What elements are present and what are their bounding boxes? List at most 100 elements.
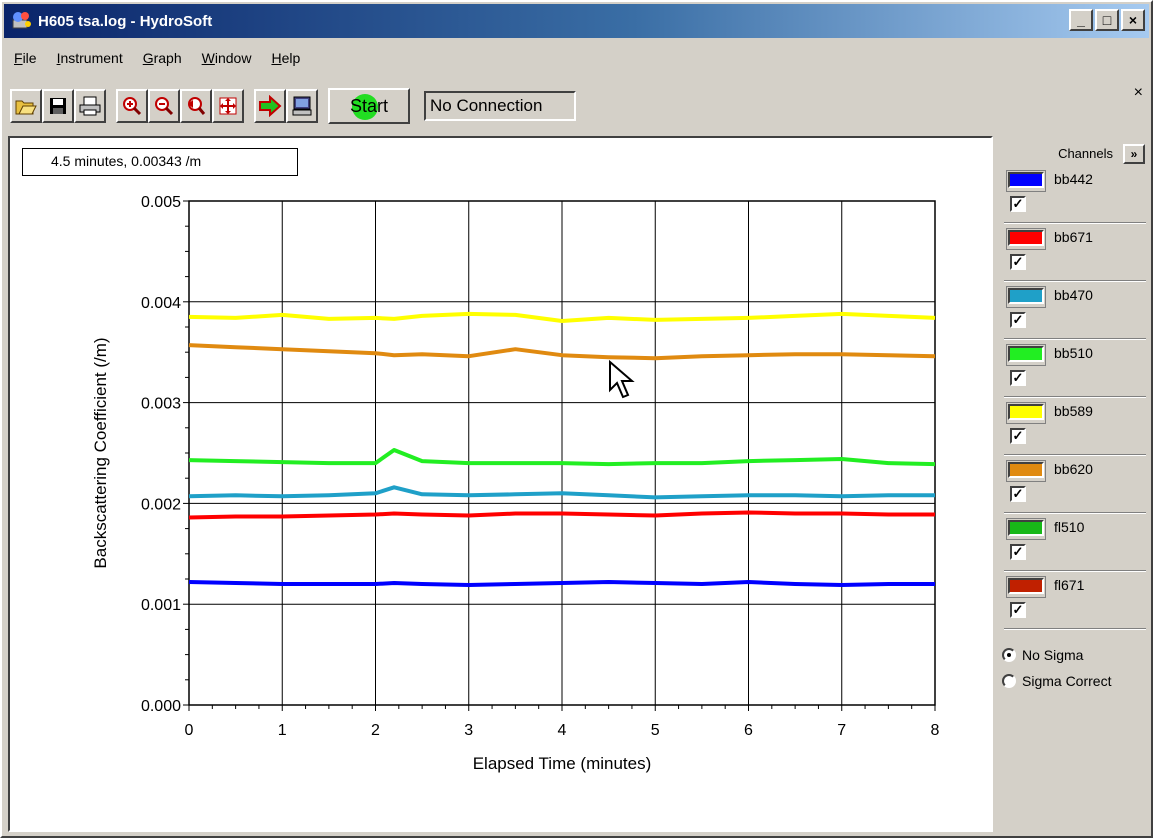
- save-button[interactable]: [42, 89, 74, 123]
- minimize-icon: _: [1077, 12, 1085, 28]
- menu-accel: F: [14, 50, 23, 66]
- series-bb589: [188, 311, 936, 323]
- channel-row: fl671 ✓: [1004, 574, 1146, 630]
- title-bar[interactable]: H605 tsa.log - HydroSoft _ □ ×: [4, 4, 1149, 38]
- menu-label: ile: [22, 50, 37, 66]
- plot-frame: [188, 200, 936, 706]
- start-label: Start: [349, 95, 388, 116]
- channel-visible-checkbox[interactable]: ✓: [1010, 544, 1026, 560]
- no-sigma-option[interactable]: No Sigma: [1002, 644, 1083, 666]
- sigma-correct-option[interactable]: Sigma Correct: [1002, 670, 1111, 692]
- no-sigma-radio[interactable]: [1002, 648, 1016, 662]
- close-icon: ×: [1128, 12, 1138, 28]
- channel-color-swatch: [1008, 288, 1044, 304]
- minimize-button[interactable]: _: [1069, 9, 1093, 31]
- sigma-correct-radio[interactable]: [1002, 674, 1016, 688]
- y-tick-label: 0.002: [141, 496, 181, 513]
- x-tick-label: 4: [558, 722, 567, 739]
- channel-visible-checkbox[interactable]: ✓: [1010, 428, 1026, 444]
- channel-color-button[interactable]: [1006, 402, 1046, 424]
- connect-button[interactable]: [254, 89, 286, 123]
- channel-name: bb442: [1054, 171, 1093, 187]
- menu-instrument[interactable]: Instrument: [47, 48, 133, 74]
- menu-window[interactable]: Window: [192, 48, 262, 74]
- print-button[interactable]: [74, 89, 106, 123]
- menu-label: elp: [281, 50, 301, 66]
- open-folder-icon: [15, 100, 37, 115]
- channel-name: fl510: [1054, 519, 1085, 535]
- x-tick-label: 8: [931, 722, 940, 739]
- channel-color-button[interactable]: [1006, 518, 1046, 540]
- channel-row: bb442 ✓: [1004, 168, 1146, 224]
- printer-icon: [79, 96, 101, 116]
- menu-help[interactable]: Help: [261, 48, 310, 74]
- channel-divider: [1004, 454, 1146, 456]
- zoom-in-icon: [123, 97, 142, 116]
- channel-visible-checkbox[interactable]: ✓: [1010, 486, 1026, 502]
- channel-visible-checkbox[interactable]: ✓: [1010, 196, 1026, 212]
- channel-visible-checkbox[interactable]: ✓: [1010, 312, 1026, 328]
- menu-accel: H: [271, 50, 282, 66]
- menu-accel: W: [201, 50, 215, 66]
- instrument-button[interactable]: [286, 89, 318, 123]
- panel-close-icon[interactable]: ×: [1133, 84, 1143, 101]
- channel-row: bb620 ✓: [1004, 458, 1146, 514]
- y-tick-label: 0.003: [141, 396, 181, 413]
- start-button[interactable]: Start: [328, 88, 410, 124]
- y-axis-label: Backscattering Coefficient (/m): [91, 337, 110, 568]
- channel-color-button[interactable]: [1006, 286, 1046, 308]
- window-title: H605 tsa.log - HydroSoft: [38, 12, 213, 30]
- connection-status: No Connection: [424, 91, 576, 121]
- channel-color-button[interactable]: [1006, 576, 1046, 598]
- channel-name: bb620: [1054, 461, 1093, 477]
- channels-panel: Channels » bb442 ✓ bb671 ✓ bb470 ✓ bb510 ✓ bb589…: [998, 136, 1149, 834]
- zoom-out-button[interactable]: [148, 89, 180, 123]
- channel-name: fl671: [1054, 577, 1085, 593]
- zoom-back-icon: [188, 97, 206, 115]
- channels-title: Channels: [1058, 146, 1113, 161]
- maximize-button[interactable]: □: [1095, 9, 1119, 31]
- sigma-correct-label: Sigma Correct: [1022, 673, 1112, 689]
- channel-divider: [1004, 396, 1146, 398]
- channel-name: bb510: [1054, 345, 1093, 361]
- series-bb620: [188, 343, 936, 361]
- x-tick-label: 7: [837, 722, 846, 739]
- y-tick-label: 0.001: [141, 597, 181, 614]
- x-tick-label: 6: [744, 722, 753, 739]
- channel-visible-checkbox[interactable]: ✓: [1010, 370, 1026, 386]
- zoom-in-button[interactable]: [116, 89, 148, 123]
- x-tick-label: 3: [464, 722, 473, 739]
- channel-row: bb671 ✓: [1004, 226, 1146, 282]
- computer-icon: [292, 96, 312, 116]
- menu-accel: G: [142, 50, 154, 66]
- expand-channels-button[interactable]: »: [1123, 144, 1145, 164]
- open-button[interactable]: [10, 89, 42, 123]
- channel-color-button[interactable]: [1006, 228, 1046, 250]
- close-button[interactable]: ×: [1121, 9, 1145, 31]
- channel-color-swatch: [1008, 172, 1044, 188]
- cursor-readout: 4.5 minutes, 0.00343 /m: [22, 148, 298, 176]
- plot-area[interactable]: 4.5 minutes, 0.00343 /m 0 1 2 3 4 5 6 7 8 0.000 0.…: [8, 136, 993, 832]
- channel-color-swatch: [1008, 462, 1044, 478]
- zoom-previous-button[interactable]: [180, 89, 212, 123]
- channel-row: fl510 ✓: [1004, 516, 1146, 572]
- menu-file[interactable]: File: [4, 48, 47, 74]
- channel-color-swatch: [1008, 230, 1044, 246]
- channel-visible-checkbox[interactable]: ✓: [1010, 254, 1026, 270]
- channel-divider: [1004, 338, 1146, 340]
- x-axis-label: Elapsed Time (minutes): [473, 754, 652, 773]
- no-sigma-label: No Sigma: [1022, 647, 1084, 663]
- channel-divider: [1004, 222, 1146, 224]
- channel-row: bb510 ✓: [1004, 342, 1146, 398]
- zoom-fit-button[interactable]: [212, 89, 244, 123]
- channel-color-button[interactable]: [1006, 344, 1046, 366]
- channel-color-swatch: [1008, 520, 1044, 536]
- y-tick-label: 0.005: [141, 194, 181, 211]
- channel-visible-checkbox[interactable]: ✓: [1010, 602, 1026, 618]
- x-tick-label: 1: [278, 722, 287, 739]
- x-tick-label: 5: [651, 722, 660, 739]
- channel-color-button[interactable]: [1006, 460, 1046, 482]
- menu-graph[interactable]: Graph: [133, 48, 192, 74]
- channel-color-button[interactable]: [1006, 170, 1046, 192]
